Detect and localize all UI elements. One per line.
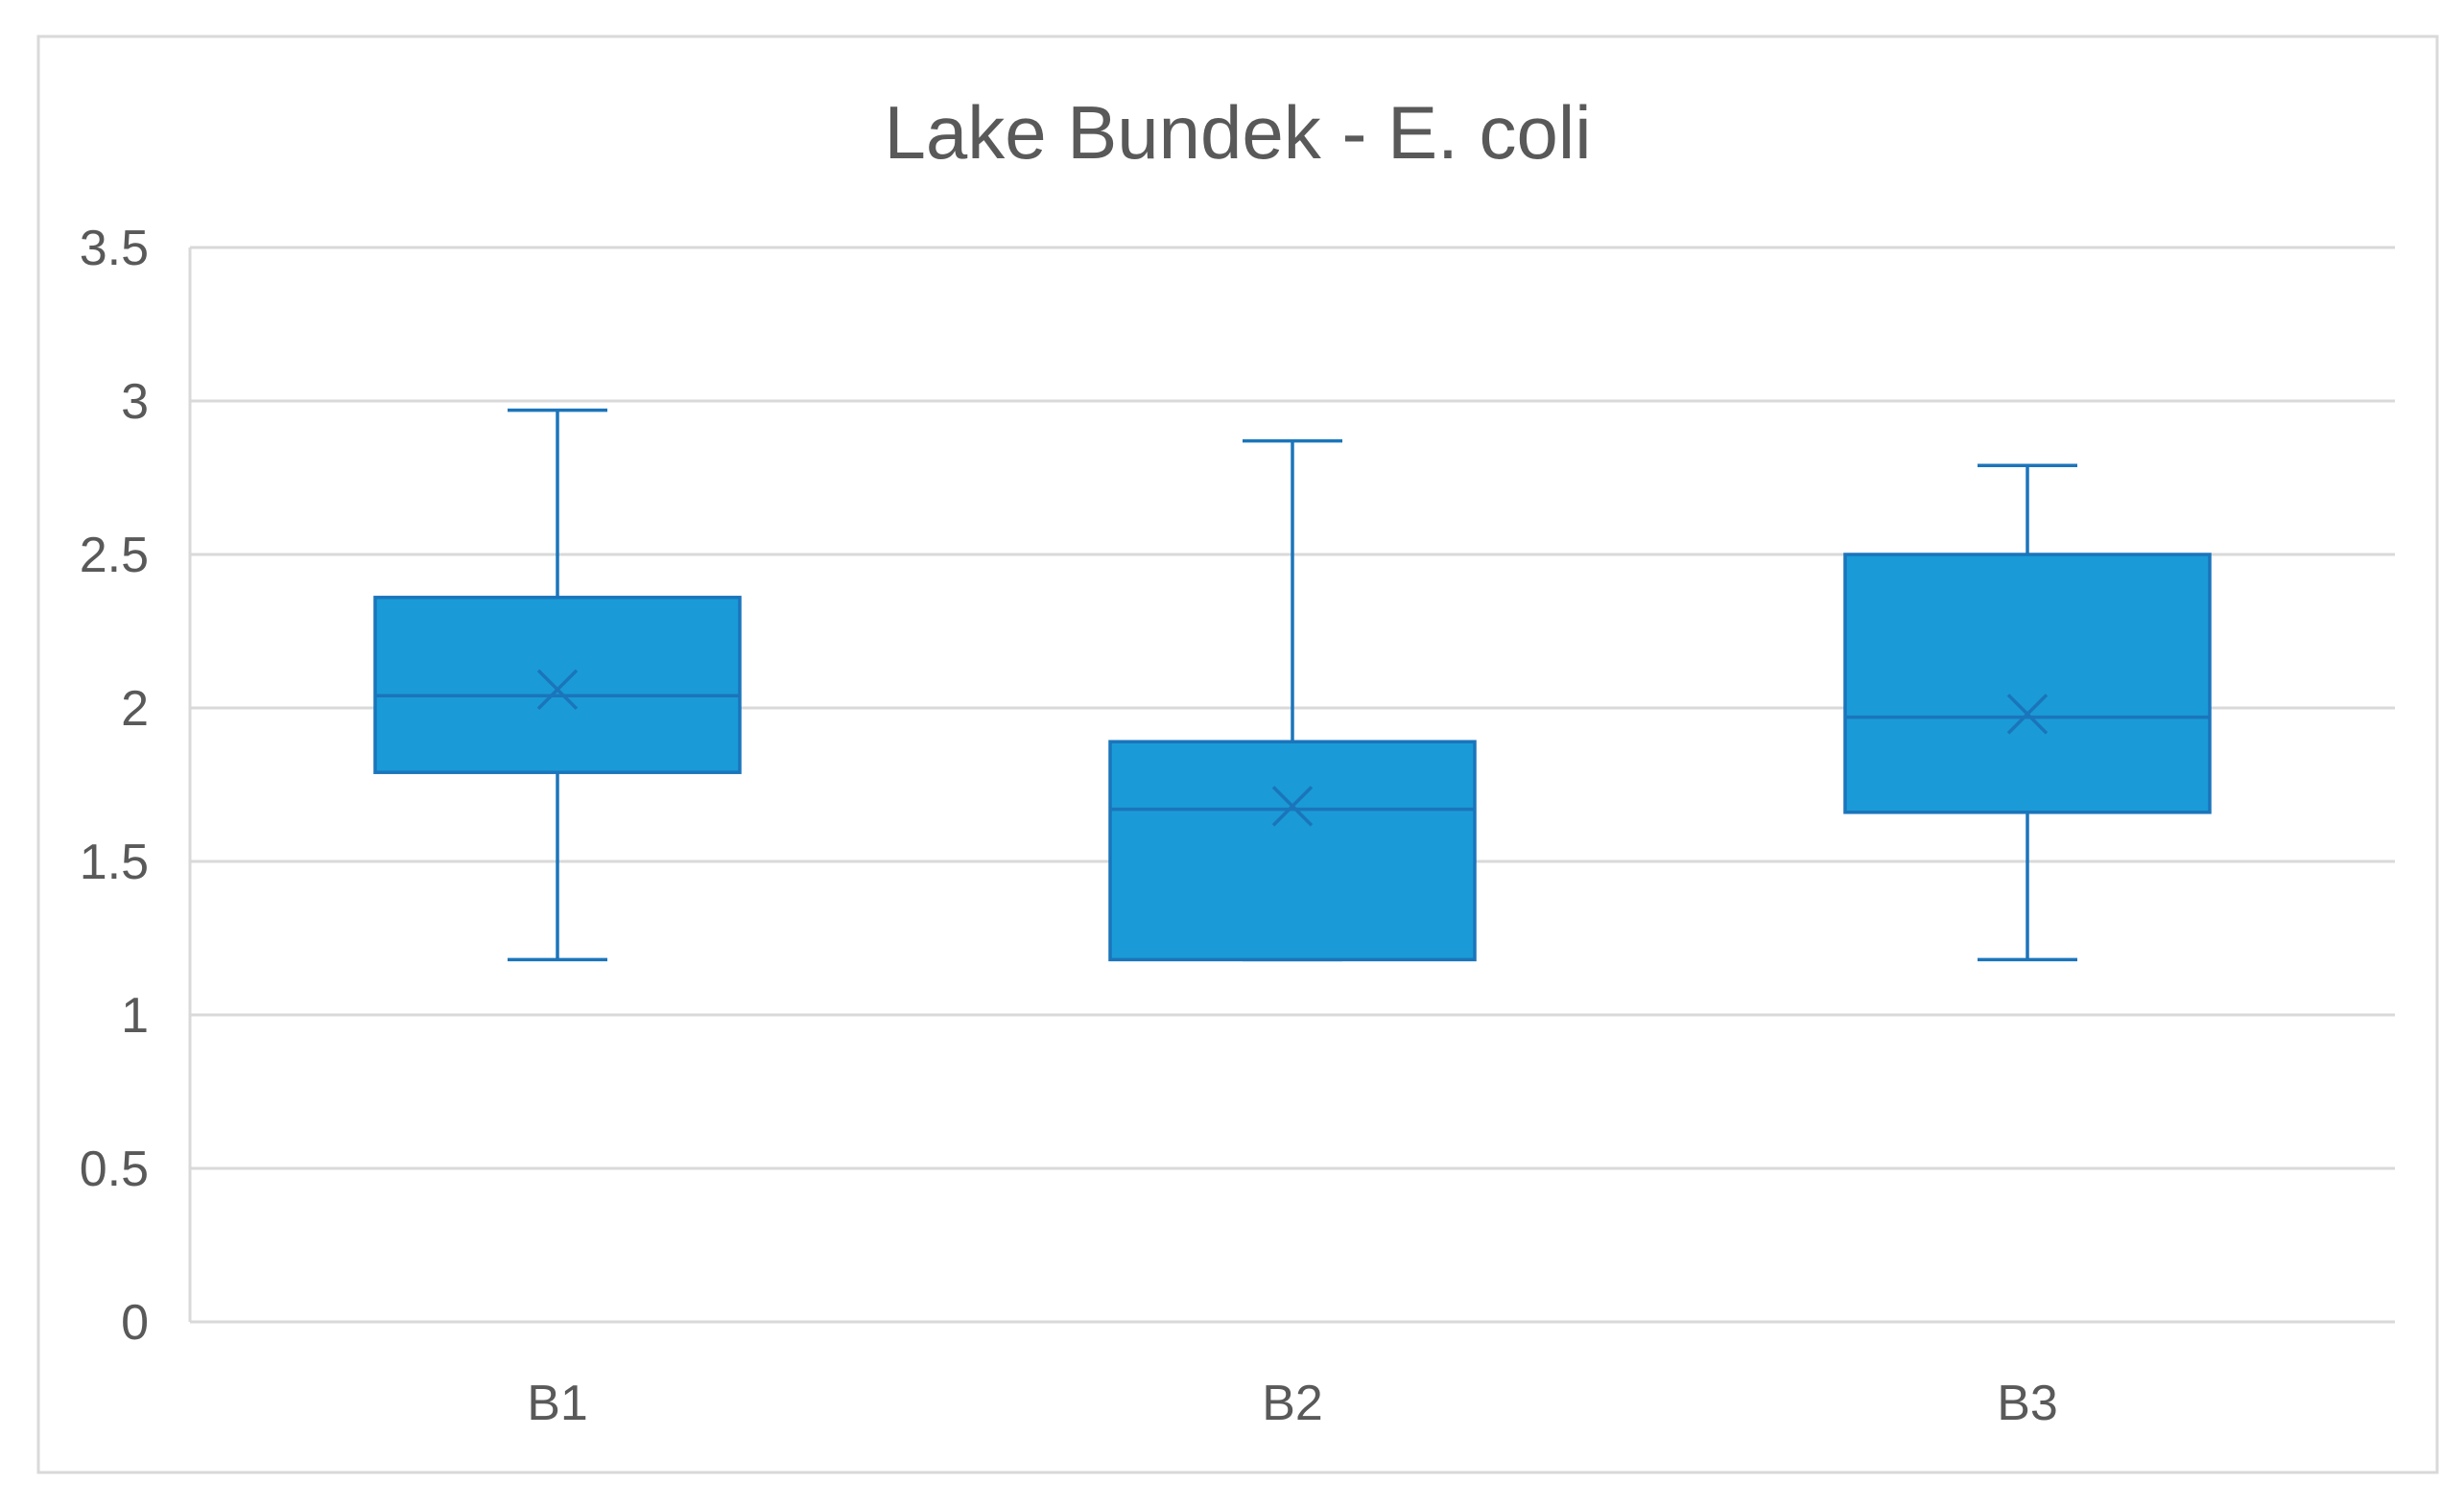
y-tick-label: 2.5 <box>80 528 149 583</box>
box-b3 <box>1843 463 2212 962</box>
iqr-box <box>1843 553 2212 814</box>
y-tick-label: 2 <box>121 681 149 737</box>
x-category-label: B2 <box>1262 1376 1323 1431</box>
y-tick-label: 1.5 <box>80 835 149 890</box>
y-tick-label: 1 <box>121 988 149 1044</box>
box-b1 <box>373 408 742 962</box>
x-category-label: B3 <box>1997 1376 2058 1431</box>
mean-marker <box>1271 786 1314 827</box>
labels: 0 0.5 1 1.5 2 2.5 3 3.5 B1 B2 B3 <box>80 221 2058 1431</box>
chart-title: Lake Bundek - E. coli <box>884 90 1591 175</box>
boxes <box>373 408 2212 962</box>
mean-marker <box>536 669 579 711</box>
y-tick-label: 3.5 <box>80 221 149 276</box>
y-tick-label: 0 <box>121 1295 149 1351</box>
mean-marker <box>2006 694 2049 735</box>
y-tick-label: 3 <box>121 374 149 430</box>
box-b2 <box>1108 438 1477 962</box>
x-category-label: B1 <box>527 1376 588 1431</box>
y-tick-label: 0.5 <box>80 1142 149 1197</box>
iqr-box <box>1108 740 1477 962</box>
iqr-box <box>373 596 742 774</box>
